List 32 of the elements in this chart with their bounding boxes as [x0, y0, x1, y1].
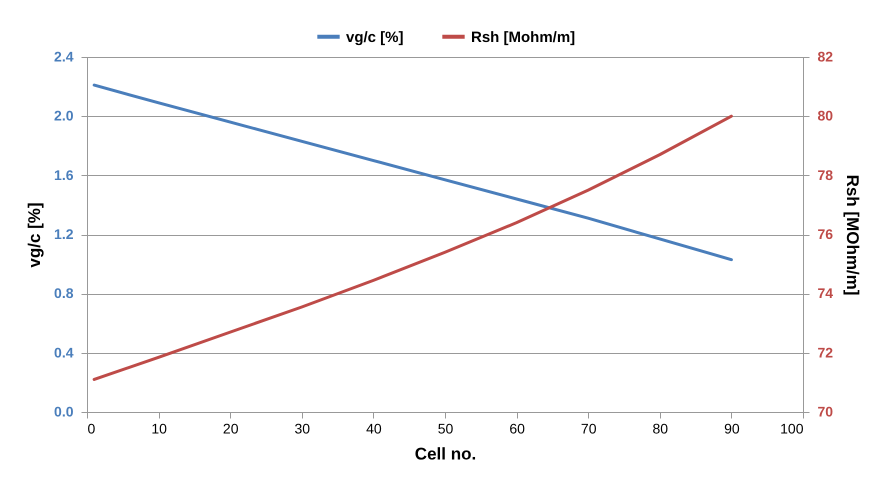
y2-tick-label: 78	[818, 166, 834, 183]
x-tick-label: 10	[151, 420, 168, 436]
x-tick-label: 90	[724, 420, 740, 436]
x-tick-label: 60	[509, 420, 526, 436]
x-axis-title: Cell no.	[414, 444, 476, 464]
y2-tick-label: 74	[818, 285, 834, 302]
x-tick-label: 100	[780, 420, 804, 436]
line-series	[92, 114, 733, 381]
x-tick-label: 70	[580, 420, 597, 436]
y-tick-label: 1.6	[54, 166, 74, 183]
y-axis-title: vg/c [%]	[25, 202, 44, 268]
y2-axis-title: Rsh [MOhm/m]	[843, 174, 862, 296]
y-tick-label: 2.0	[54, 108, 74, 124]
y-tick-label: 0.4	[54, 344, 74, 360]
y-tick-label: 1.2	[54, 226, 74, 242]
y-tick-label: 0.0	[54, 404, 74, 420]
y-tick-label: 0.8	[54, 285, 74, 302]
y2-tick-label: 80	[818, 108, 834, 124]
y2-tick-label: 82	[818, 48, 834, 64]
y2-tick-label: 70	[818, 404, 834, 420]
y-tick-label: 2.4	[54, 48, 74, 64]
legend-label: Rsh [Mohm/m]	[471, 28, 576, 46]
y2-tick-label: 76	[818, 226, 834, 242]
x-tick-label: 20	[222, 420, 239, 436]
x-tick-label: 50	[438, 420, 454, 436]
line-series	[92, 84, 733, 262]
y2-tick-label: 72	[818, 344, 834, 360]
x-tick-label: 30	[294, 420, 310, 436]
x-tick-label: 80	[652, 420, 668, 436]
x-tick-label: 40	[366, 420, 382, 436]
legend-label: vg/c [%]	[346, 28, 404, 46]
x-tick-label: 0	[88, 420, 96, 436]
